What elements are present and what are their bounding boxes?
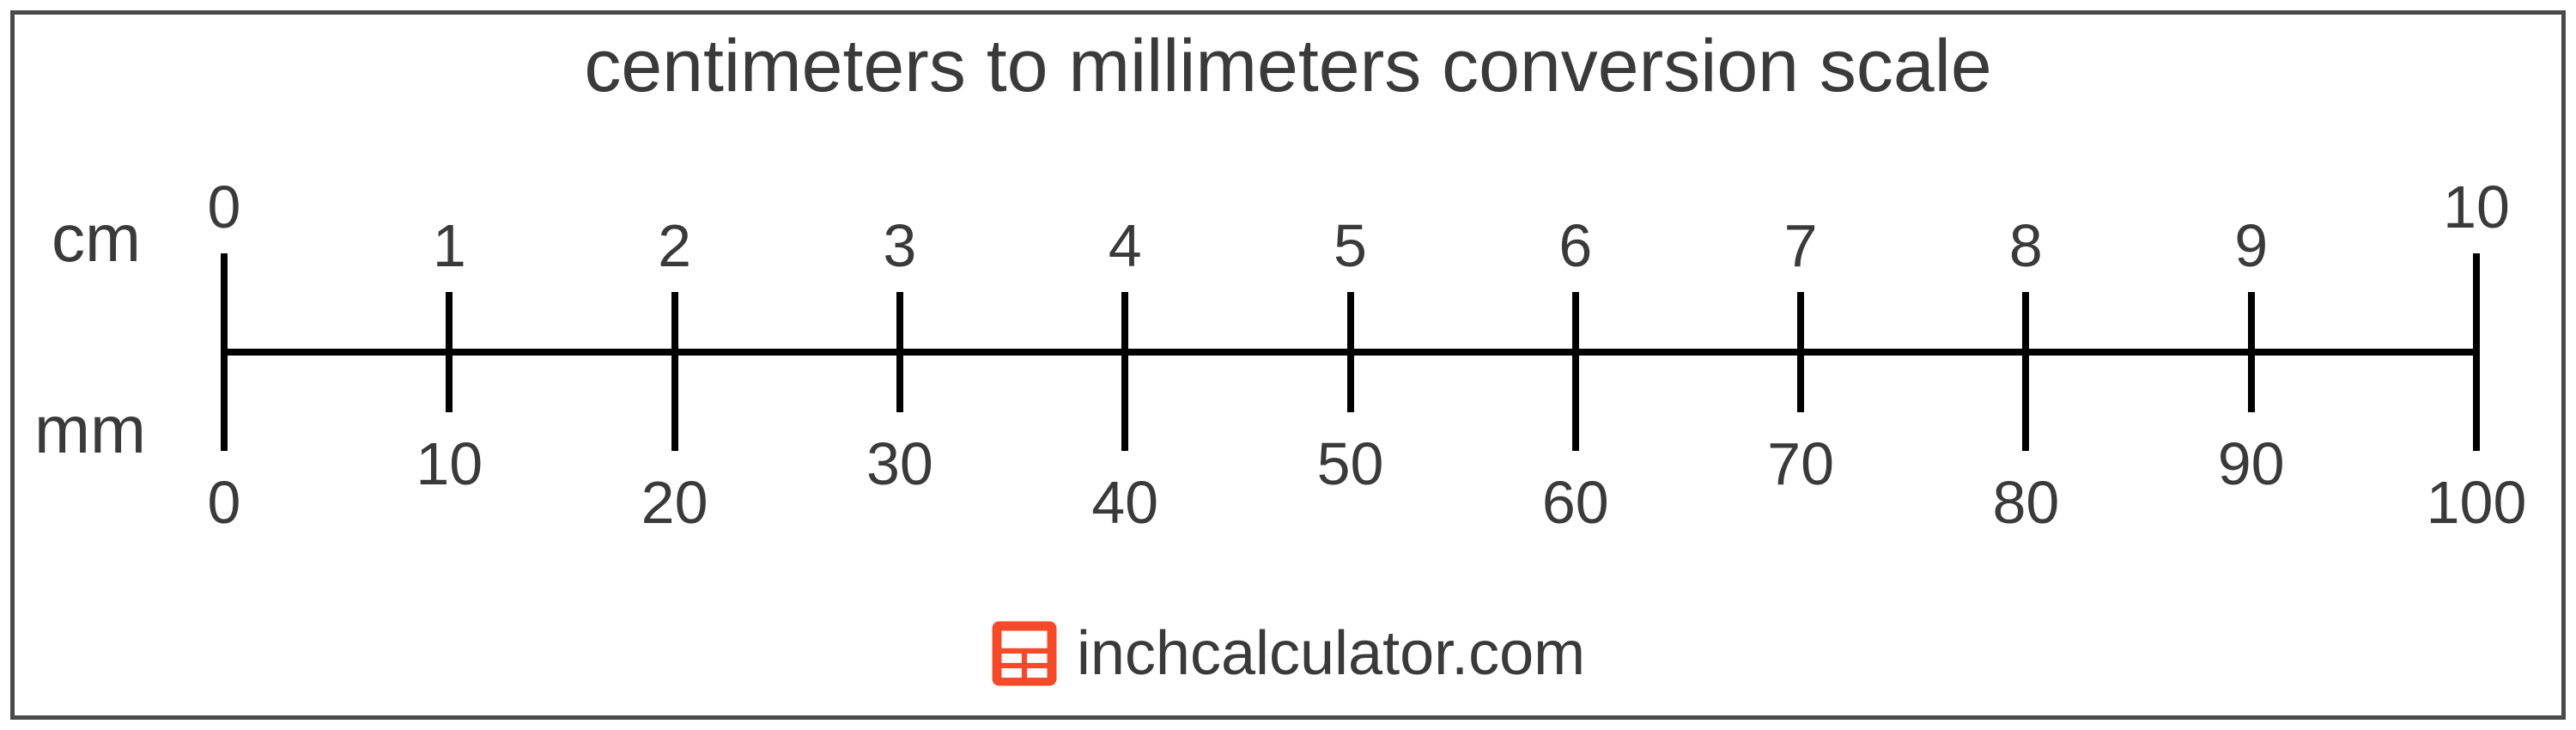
tick-label-cm-9: 9 xyxy=(2234,211,2268,280)
tick-label-cm-8: 8 xyxy=(2009,211,2043,280)
scale-tick xyxy=(446,352,453,412)
scale-tick xyxy=(2473,352,2480,451)
footer: inchcalculator.com xyxy=(0,618,2576,689)
tick-label-cm-0: 0 xyxy=(208,173,241,241)
scale-tick xyxy=(2248,352,2255,412)
scale-tick xyxy=(671,352,678,451)
scale-tick xyxy=(1121,352,1128,451)
tick-label-cm-1: 1 xyxy=(433,211,466,280)
tick-label-mm-60: 60 xyxy=(1542,468,1609,537)
scale-tick xyxy=(1347,352,1354,412)
scale-tick xyxy=(2473,253,2480,352)
tick-label-mm-10: 10 xyxy=(416,429,483,498)
scale-tick xyxy=(896,352,903,412)
tick-label-mm-80: 80 xyxy=(1992,468,2059,537)
scale-tick xyxy=(1797,292,1804,352)
tick-label-mm-40: 40 xyxy=(1091,468,1158,537)
tick-label-cm-6: 6 xyxy=(1558,211,1592,280)
tick-label-cm-5: 5 xyxy=(1334,211,1367,280)
tick-label-mm-30: 30 xyxy=(866,429,933,498)
scale-tick xyxy=(896,292,903,352)
calculator-icon xyxy=(991,620,1058,687)
scale-tick xyxy=(2022,352,2029,451)
scale-tick xyxy=(2022,292,2029,352)
tick-label-cm-10: 10 xyxy=(2443,173,2510,241)
tick-label-mm-20: 20 xyxy=(641,468,708,537)
tick-label-cm-7: 7 xyxy=(1784,211,1818,280)
scale-tick xyxy=(221,253,228,352)
tick-label-mm-100: 100 xyxy=(2427,468,2527,537)
scale-tick xyxy=(1572,352,1579,451)
scale-tick xyxy=(446,292,453,352)
tick-label-cm-3: 3 xyxy=(883,211,916,280)
scale-tick xyxy=(1797,352,1804,412)
tick-label-mm-70: 70 xyxy=(1767,429,1834,498)
tick-label-cm-4: 4 xyxy=(1109,211,1142,280)
scale-tick xyxy=(2248,292,2255,352)
tick-label-mm-90: 90 xyxy=(2218,429,2285,498)
scale-tick xyxy=(671,292,678,352)
scale-tick xyxy=(1347,292,1354,352)
tick-label-cm-2: 2 xyxy=(658,211,691,280)
footer-text: inchcalculator.com xyxy=(1077,618,1585,689)
tick-label-mm-50: 50 xyxy=(1317,429,1384,498)
tick-label-mm-0: 0 xyxy=(208,468,241,537)
scale-tick xyxy=(1572,292,1579,352)
scale-tick xyxy=(221,352,228,451)
scale-tick xyxy=(1121,292,1128,352)
